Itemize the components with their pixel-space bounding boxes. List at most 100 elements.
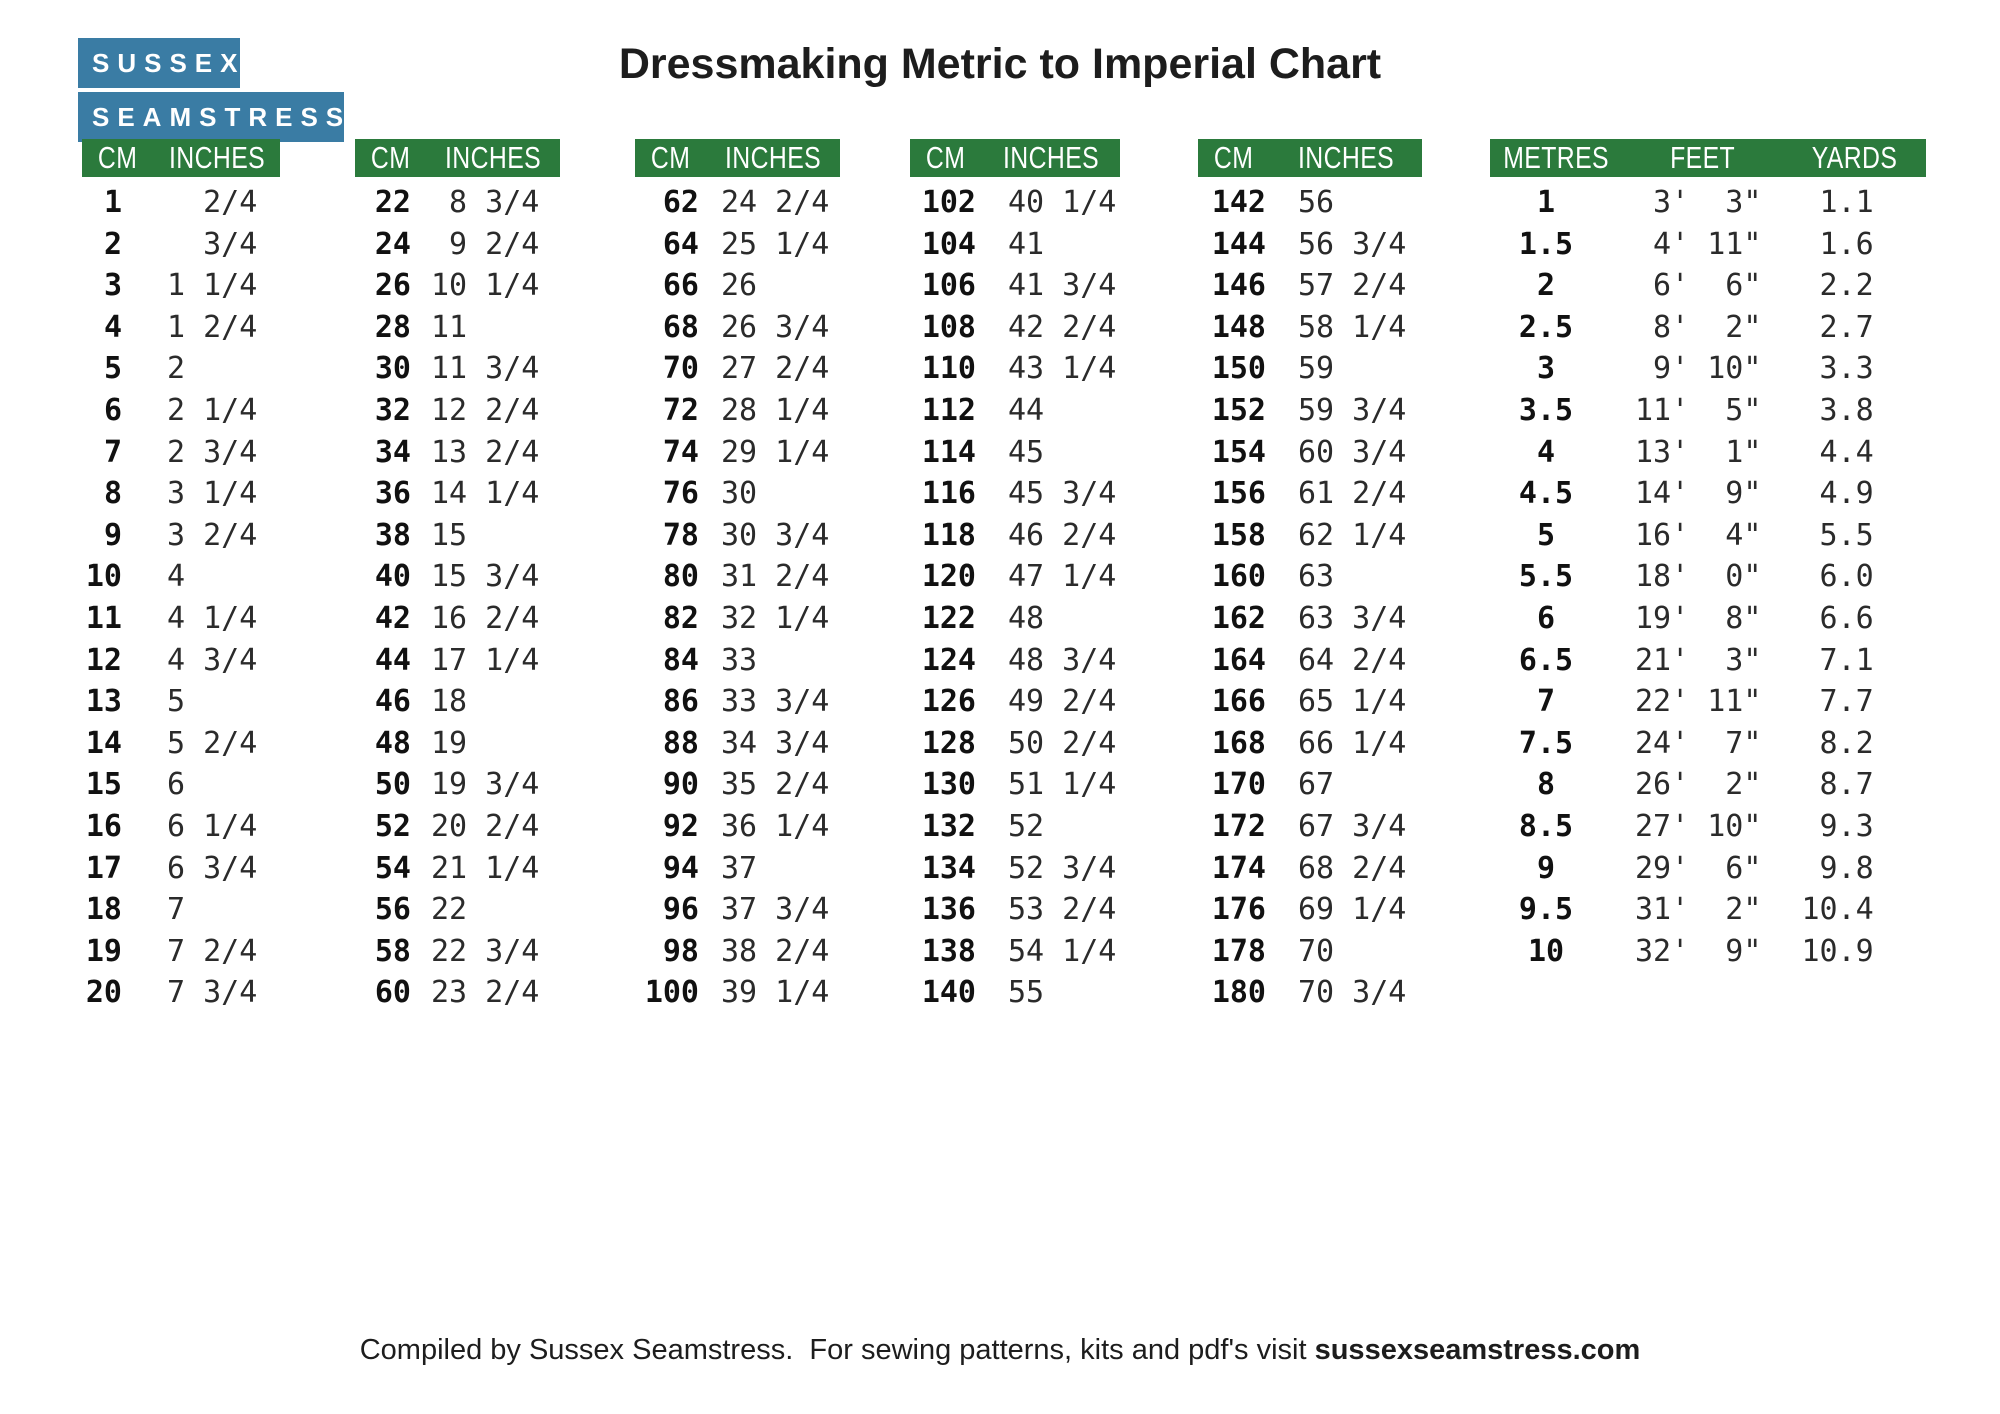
table-header: METRES FEET YARDS: [1490, 139, 1926, 177]
metres-value: 5.5: [1518, 559, 1574, 595]
cm-value: 24: [374, 226, 411, 262]
inches-value: 42 2/4: [1008, 309, 1117, 345]
cm-value: 52: [374, 808, 411, 844]
cm-value: 126: [921, 684, 976, 720]
cm-value: 86: [662, 684, 699, 720]
inches-value: 33: [721, 642, 758, 678]
cm-value: 144: [1211, 226, 1266, 262]
cm-value: 158: [1211, 517, 1266, 553]
cm-value: 100: [644, 975, 699, 1011]
feet-value: 11' 5": [1635, 392, 1762, 428]
table-row: 98 38 2/4: [635, 931, 840, 973]
table-row: 132 52: [910, 806, 1120, 848]
cm-value: 106: [921, 268, 976, 304]
table-row: 176 69 1/4: [1198, 889, 1422, 931]
inches-value: 27 2/4: [721, 351, 830, 387]
inches-value: 3 2/4: [167, 517, 258, 553]
cm-value: 44: [374, 642, 411, 678]
yards-value: 2.2: [1801, 268, 1874, 304]
cm-value: 38: [374, 517, 411, 553]
cm-value: 116: [921, 476, 976, 512]
cm-value: 112: [921, 392, 976, 428]
inches-value: 6 1/4: [167, 808, 258, 844]
table-row: 9 29' 6" 9.8: [1490, 848, 1926, 890]
table-row: 142 56: [1198, 182, 1422, 224]
feet-value: 24' 7": [1635, 725, 1762, 761]
table-row: 26 10 1/4: [355, 265, 560, 307]
column-header-cm: CM: [371, 140, 411, 175]
cm-value: 14: [85, 725, 122, 761]
cm-value: 82: [662, 600, 699, 636]
inches-value: 70: [1298, 933, 1335, 969]
inches-value: 38 2/4: [721, 933, 830, 969]
table-row: 5 16' 4" 5.5: [1490, 515, 1926, 557]
yards-value: 9.8: [1801, 850, 1874, 886]
table-row: 148 58 1/4: [1198, 307, 1422, 349]
inches-value: 52 3/4: [1008, 850, 1117, 886]
cm-value: 176: [1211, 892, 1266, 928]
inches-value: 7: [167, 892, 186, 928]
table-body: 1 2/4 2 3/4 3 1 1/4 4 1 2/4 5 2 6 2 1/4 7 2 3/4 8 3 1…: [82, 177, 280, 1014]
table-row: 2 3/4: [82, 224, 280, 266]
cm-value: 74: [662, 434, 699, 470]
table-row: 42 16 2/4: [355, 598, 560, 640]
table-row: 70 27 2/4: [635, 348, 840, 390]
table-body: 22 8 3/4 24 9 2/4 26 10 1/4 28 11 30 11 3/4 32 12…: [355, 177, 560, 1014]
feet-value: 6' 6": [1635, 268, 1762, 304]
inches-value: 4 1/4: [167, 600, 258, 636]
column-header-cm: CM: [98, 140, 138, 175]
table-header: CM INCHES: [910, 139, 1120, 177]
column-header-inches: INCHES: [445, 140, 542, 175]
table-row: 130 51 1/4: [910, 764, 1120, 806]
cm-value: 36: [374, 476, 411, 512]
cm-value: 42: [374, 600, 411, 636]
metres-value: 2: [1536, 268, 1556, 304]
inches-value: 6: [167, 767, 186, 803]
cm-inches-table-5: CM INCHES 142 56 144 56 3/4 146 57 2/4 148 58 1/4…: [1198, 139, 1422, 1014]
table-row: 106 41 3/4: [910, 265, 1120, 307]
inches-value: 1 1/4: [167, 268, 258, 304]
column-header-inches: INCHES: [1297, 140, 1395, 175]
yards-value: 7.7: [1801, 684, 1874, 720]
inches-value: 13 2/4: [431, 434, 540, 470]
footer-website: sussexseamstress.com: [1314, 1334, 1641, 1366]
cm-value: 148: [1211, 309, 1266, 345]
feet-value: 32' 9": [1635, 933, 1762, 969]
feet-value: 31' 2": [1635, 892, 1762, 928]
cm-value: 54: [374, 850, 411, 886]
inches-value: 61 2/4: [1298, 476, 1407, 512]
inches-value: 69 1/4: [1298, 892, 1407, 928]
inches-value: 54 1/4: [1008, 933, 1117, 969]
inches-value: 30 3/4: [721, 517, 830, 553]
inches-value: 51 1/4: [1008, 767, 1117, 803]
table-row: 146 57 2/4: [1198, 265, 1422, 307]
inches-value: 44: [1008, 392, 1045, 428]
cm-value: 150: [1211, 351, 1266, 387]
inches-value: 65 1/4: [1298, 684, 1407, 720]
inches-value: 3/4: [167, 226, 258, 262]
cm-value: 26: [374, 268, 411, 304]
inches-value: 18: [431, 684, 468, 720]
inches-value: 30: [721, 476, 758, 512]
inches-value: 64 2/4: [1298, 642, 1407, 678]
feet-value: 8' 2": [1635, 309, 1762, 345]
inches-value: 36 1/4: [721, 808, 830, 844]
cm-value: 11: [85, 600, 122, 636]
cm-inches-table-2: CM INCHES 22 8 3/4 24 9 2/4 26 10 1/4 28 11 30 11…: [355, 139, 560, 1014]
cm-value: 168: [1211, 725, 1266, 761]
table-row: 120 47 1/4: [910, 556, 1120, 598]
cm-value: 174: [1211, 850, 1266, 886]
inches-value: 48 3/4: [1008, 642, 1117, 678]
cm-value: 134: [921, 850, 976, 886]
cm-value: 20: [85, 975, 122, 1011]
inches-value: 50 2/4: [1008, 725, 1117, 761]
cm-inches-table-4: CM INCHES 102 40 1/4 104 41 106 41 3/4 108 42 2/4…: [910, 139, 1120, 1014]
cm-value: 142: [1211, 185, 1266, 220]
cm-value: 19: [85, 933, 122, 969]
table-header: CM INCHES: [635, 139, 840, 177]
table-row: 17 6 3/4: [82, 848, 280, 890]
table-row: 32 12 2/4: [355, 390, 560, 432]
table-row: 100 39 1/4: [635, 972, 840, 1014]
cm-value: 88: [662, 725, 699, 761]
metres-value: 8: [1536, 767, 1556, 803]
